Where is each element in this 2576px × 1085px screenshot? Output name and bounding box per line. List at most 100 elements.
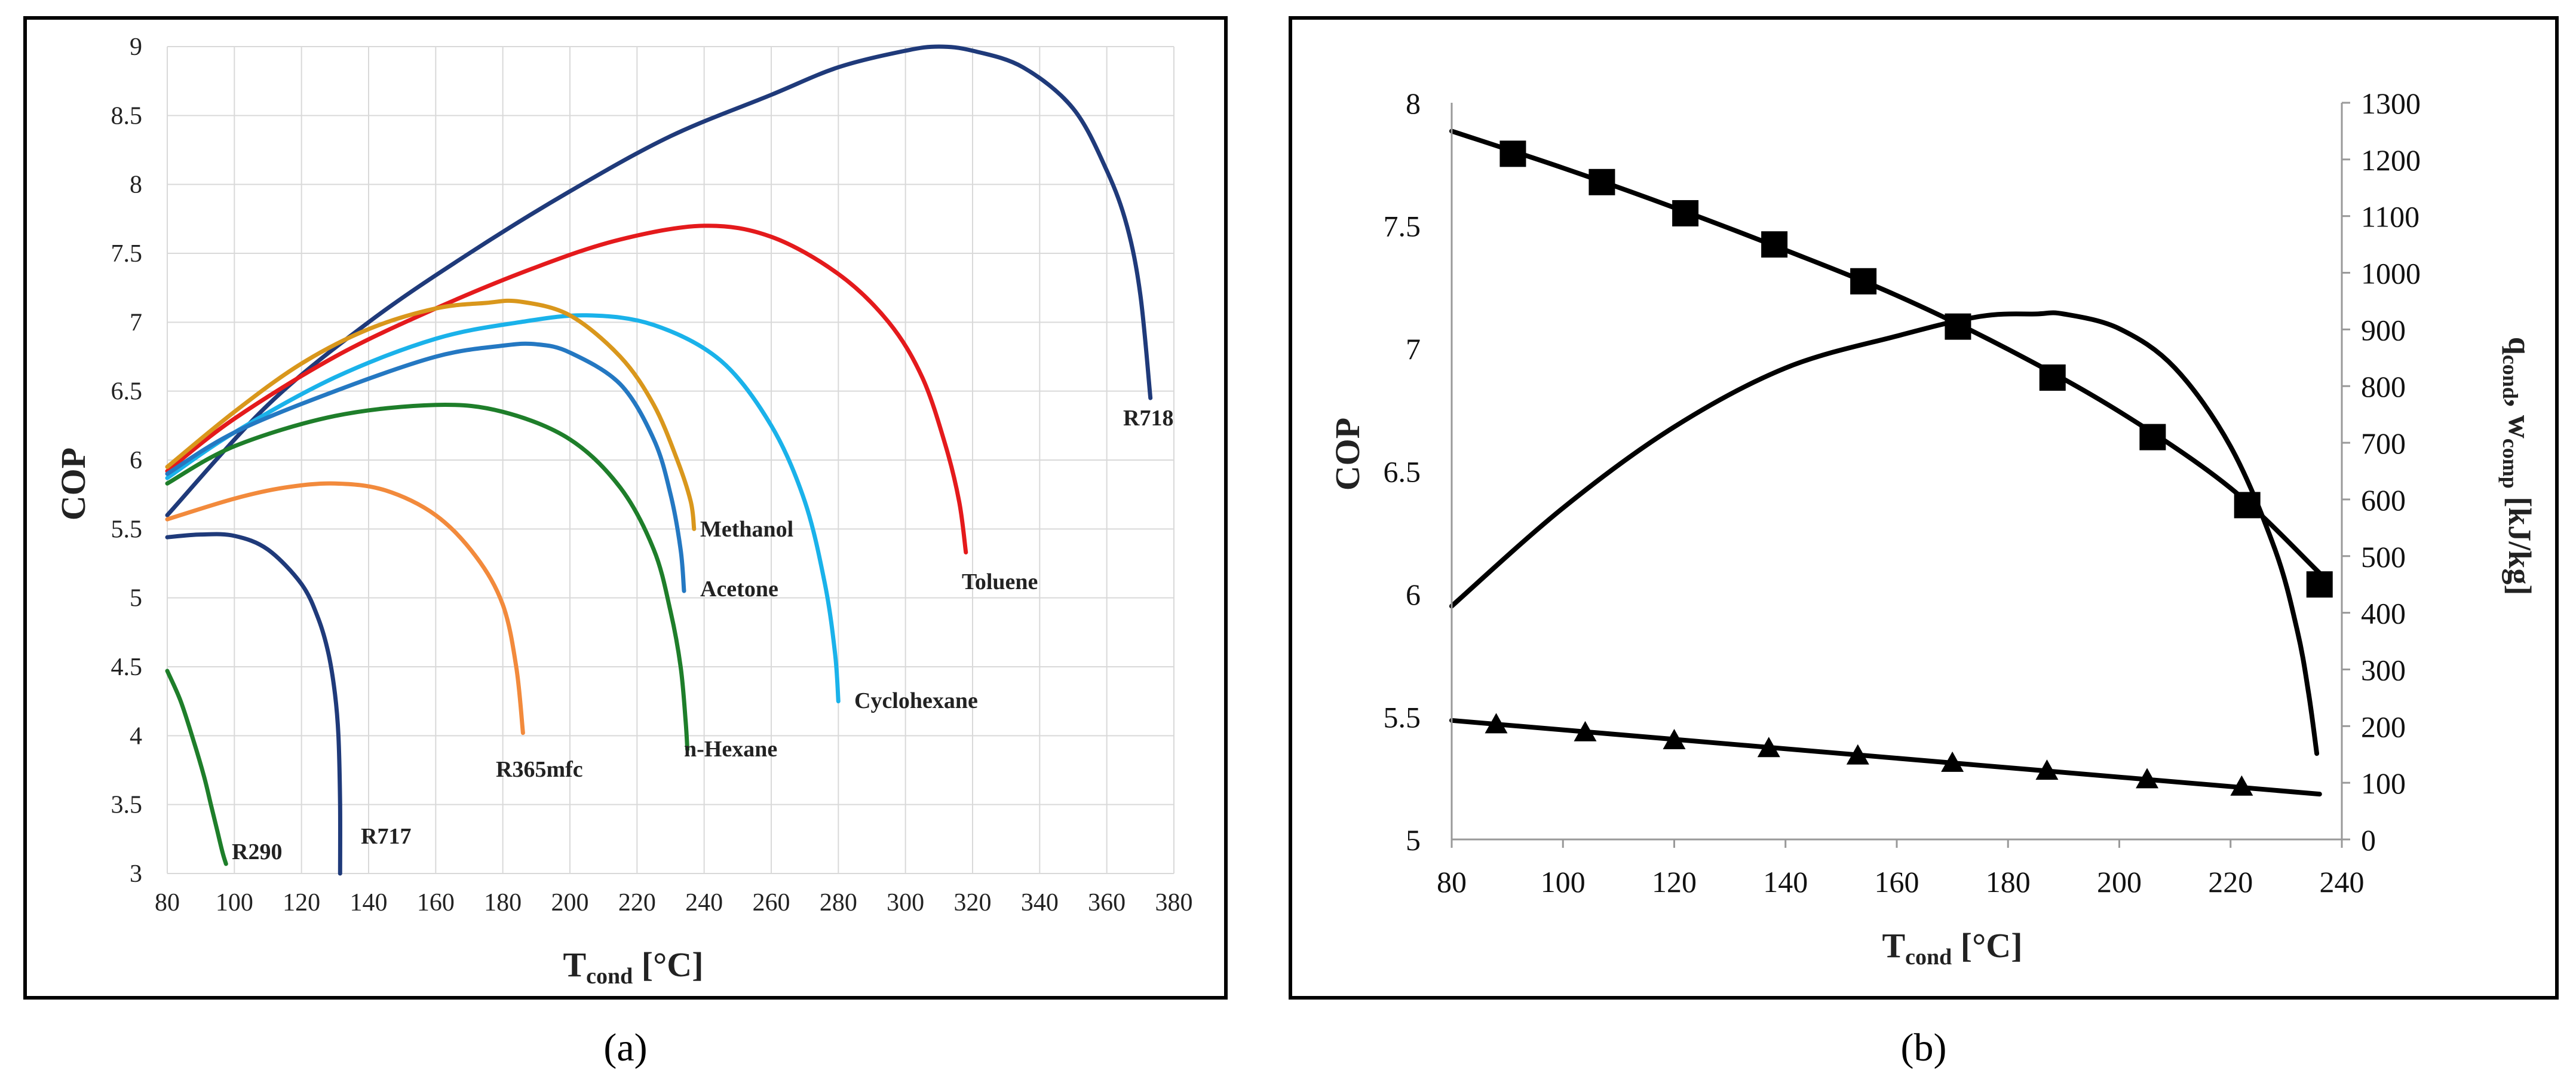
series-line-w-comp (1449, 718, 2322, 797)
series-label: Cyclohexane (854, 688, 978, 713)
series-label: R717 (361, 824, 411, 849)
x-tick-label: 260 (753, 889, 790, 917)
square-marker (1761, 231, 1788, 258)
x-tick-label: 100 (216, 889, 253, 917)
y-tick-label: 6.5 (1384, 455, 1421, 489)
square-marker (2139, 424, 2166, 450)
y2-tick-label: 400 (2361, 597, 2406, 630)
y-tick-label: 7.5 (1384, 210, 1421, 243)
y-tick-label: 6 (1406, 578, 1421, 611)
series-line-methanol (165, 298, 697, 531)
y-tick-label: 5.5 (111, 516, 143, 543)
series-label: Acetone (700, 577, 778, 602)
triangle-marker (1941, 751, 1964, 772)
panel-b-ylabel: COP (1328, 418, 1367, 491)
y-tick-label: 8.5 (111, 102, 143, 130)
panel-a-xlabel: Tcond [°C] (563, 945, 703, 989)
square-marker (2234, 492, 2261, 519)
x-tick-label: 180 (484, 889, 522, 917)
series-label: Toluene (962, 569, 1038, 594)
x-tick-label: 180 (1986, 865, 2031, 899)
panel-b-axes: 80 100 120 140 160 180 200 220 24055.566.577.580… (1384, 87, 2421, 899)
series-line-toluene (165, 223, 968, 554)
x-tick-label: 120 (1652, 865, 1697, 899)
x-tick-label: 200 (2097, 865, 2142, 899)
x-tick-label: 240 (2320, 865, 2365, 899)
series-label: Methanol (700, 517, 793, 542)
series-line-r365mfc (165, 481, 525, 735)
x-tick-label: 120 (283, 889, 320, 917)
y-tick-label: 8 (1406, 87, 1421, 120)
panel-b-xlabel: Tcond [°C] (1882, 926, 2022, 970)
x-tick-label: 220 (618, 889, 656, 917)
y2-tick-label: 1000 (2361, 257, 2421, 290)
panel-a-grid (167, 46, 1174, 874)
square-marker (1672, 200, 1699, 226)
triangle-marker (1757, 737, 1780, 758)
y-tick-label: 6.5 (111, 378, 143, 406)
square-marker (2039, 364, 2066, 391)
y2-tick-label: 200 (2361, 710, 2406, 743)
series-label: R290 (232, 839, 282, 865)
x-tick-label: 360 (1088, 889, 1126, 917)
y2-tick-label: 900 (2361, 313, 2406, 347)
x-tick-label: 160 (1875, 865, 1919, 899)
y2-tick-label: 500 (2361, 540, 2406, 574)
y-tick-label: 9 (130, 33, 142, 61)
y2-tick-label: 300 (2361, 653, 2406, 686)
triangle-marker (2230, 775, 2253, 796)
y2-tick-label: 100 (2361, 767, 2406, 800)
x-tick-label: 340 (1021, 889, 1059, 917)
panel-a-series (165, 44, 1153, 876)
series-line-cyclohexane (165, 313, 841, 704)
y-tick-label: 5 (130, 585, 142, 612)
triangle-marker (2136, 768, 2159, 789)
panel-b-series (1449, 128, 2333, 797)
y-tick-label: 6 (130, 447, 142, 474)
series-line-r718 (165, 44, 1153, 517)
series-line-n-hexane (165, 403, 690, 752)
panel-b-y2label: qcond, wcomp [kJ/kg] (2498, 337, 2538, 596)
y-tick-label: 7 (130, 309, 142, 336)
x-tick-label: 300 (887, 889, 924, 917)
y2-tick-label: 1200 (2361, 143, 2421, 177)
series-line-r290 (165, 669, 228, 866)
series-line-cop (1449, 310, 2320, 756)
panel-a-ylabel: COP (54, 448, 93, 520)
triangle-marker (1485, 713, 1508, 734)
square-marker (1499, 140, 1526, 167)
y-tick-label: 8 (130, 171, 142, 199)
x-tick-label: 380 (1155, 889, 1193, 917)
y-tick-label: 4 (130, 722, 142, 750)
x-tick-label: 100 (1541, 865, 1586, 899)
square-marker (2306, 571, 2333, 598)
y-tick-label: 5 (1406, 823, 1421, 857)
y2-tick-label: 600 (2361, 483, 2406, 517)
x-tick-label: 280 (820, 889, 857, 917)
x-tick-label: 80 (155, 889, 180, 917)
square-marker (1588, 168, 1615, 195)
x-tick-label: 80 (1437, 865, 1467, 899)
panel-a-caption: (a) (603, 1026, 647, 1069)
y-tick-label: 3 (130, 860, 142, 888)
x-tick-label: 220 (2208, 865, 2253, 899)
triangle-marker (1574, 721, 1597, 741)
y2-tick-label: 700 (2361, 427, 2406, 460)
x-tick-label: 240 (685, 889, 723, 917)
panel-a-axes: 80 100 120 140 160 180 200 220 240 260 280 300 320 34… (111, 33, 1193, 917)
series-line-acetone (165, 341, 686, 593)
x-tick-label: 200 (551, 889, 589, 917)
series-line-r717 (165, 532, 342, 876)
y2-tick-label: 800 (2361, 370, 2406, 403)
series-label: n-Hexane (684, 737, 777, 762)
y-tick-label: 3.5 (111, 792, 143, 819)
y-tick-label: 7 (1406, 332, 1421, 366)
x-tick-label: 160 (417, 889, 455, 917)
y-tick-label: 7.5 (111, 240, 143, 268)
y2-tick-label: 1300 (2361, 87, 2421, 120)
series-label: R365mfc (496, 757, 583, 782)
y-tick-label: 4.5 (111, 654, 143, 681)
series-label: R718 (1123, 406, 1173, 431)
x-tick-label: 320 (954, 889, 992, 917)
